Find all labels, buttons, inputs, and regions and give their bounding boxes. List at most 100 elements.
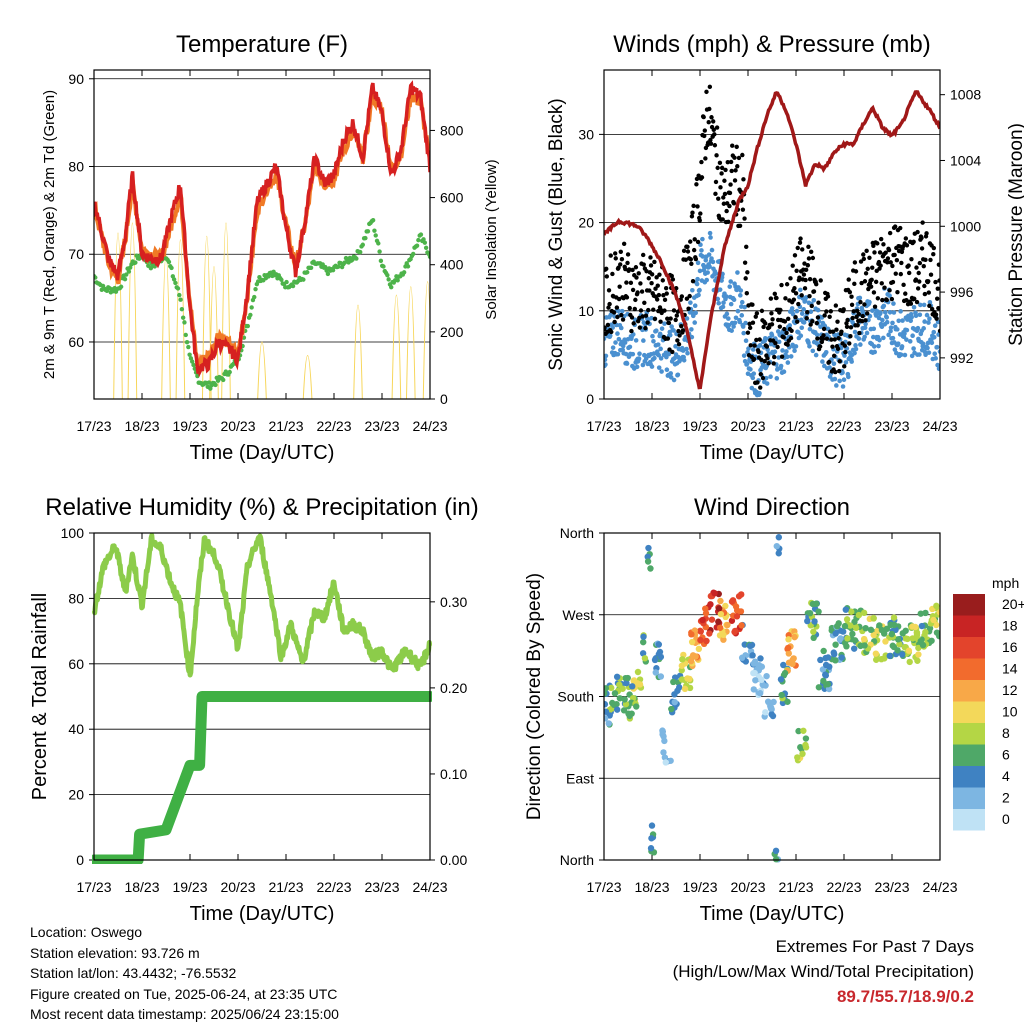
gust-point (754, 337, 759, 343)
winds-pressure-panel: Winds (mph) & Pressure (mb) Time (Day/UTC… (546, 31, 1024, 464)
sonic-wind-point (890, 320, 895, 326)
direction-point (678, 676, 686, 683)
sonic-wind-point (668, 371, 674, 376)
gust-point (686, 306, 691, 311)
gust-point (619, 312, 624, 318)
dewpoint-point (171, 277, 177, 282)
direction-point (820, 647, 827, 655)
gust-point (858, 299, 863, 305)
gust-point (879, 281, 884, 286)
gust-point (716, 196, 721, 201)
gust-point (689, 261, 694, 266)
sonic-wind-point (651, 338, 656, 344)
sonic-wind-point (794, 308, 800, 314)
gust-point (758, 371, 763, 377)
sonic-wind-point (735, 308, 741, 314)
direction-point (715, 618, 722, 625)
direction-point (687, 657, 695, 665)
sonic-wind-point (705, 270, 710, 275)
sonic-wind-point (801, 320, 807, 325)
plot-frame (93, 532, 431, 861)
gust-point (727, 203, 732, 209)
x-tick-label: 20/23 (220, 879, 255, 895)
sonic-wind-point (627, 344, 633, 350)
dewpoint-point (401, 270, 407, 275)
sonic-wind-point (690, 287, 695, 293)
direction-point (647, 845, 655, 852)
y-tick-label: West (562, 607, 594, 623)
direction-point (762, 709, 769, 716)
x-tick-label: 19/23 (682, 879, 717, 895)
sonic-wind-point (707, 230, 713, 236)
gust-point (861, 256, 867, 262)
sonic-wind-point (671, 328, 676, 333)
sonic-wind-point (640, 362, 646, 368)
extremes-subheading: (High/Low/Max Wind/Total Precipitation) (672, 962, 974, 981)
sonic-wind-point (739, 313, 745, 318)
gust-point (706, 120, 711, 125)
gust-point (697, 218, 702, 223)
gust-point (627, 267, 632, 272)
gust-point (854, 308, 860, 313)
gust-point (759, 357, 764, 362)
direction-point (630, 677, 638, 684)
gust-point (729, 168, 734, 174)
sonic-wind-point (703, 257, 709, 263)
direction-point (843, 616, 851, 623)
dewpoint-point (378, 258, 384, 264)
gust-point (625, 252, 631, 257)
direction-point (889, 642, 896, 649)
dewpoint-point (385, 272, 390, 278)
gust-point (808, 322, 813, 327)
sonic-wind-point (741, 330, 746, 336)
x-tick-label: 19/23 (172, 418, 207, 434)
direction-point (750, 660, 758, 667)
sonic-wind-point (904, 337, 909, 342)
direction-point (822, 671, 829, 678)
gust-point (924, 231, 929, 236)
gust-point (747, 325, 753, 331)
direction-point (641, 655, 649, 662)
direction-point (738, 654, 746, 661)
gust-point (793, 314, 798, 320)
gust-point (915, 229, 920, 235)
sonic-wind-point (902, 352, 908, 358)
direction-point (750, 686, 757, 693)
gust-point (827, 314, 832, 320)
gust-point (688, 239, 693, 244)
sonic-wind-point (659, 326, 665, 331)
gust-point (680, 328, 686, 333)
dewpoint-point (416, 237, 421, 243)
gust-point (648, 255, 653, 260)
sonic-wind-point (870, 334, 876, 340)
sonic-wind-point (656, 365, 662, 370)
gust-point (732, 178, 738, 183)
direction-point (838, 654, 845, 661)
gust-point (850, 315, 855, 321)
sonic-wind-point (881, 335, 886, 341)
sonic-wind-point (727, 284, 733, 289)
direction-point (623, 679, 630, 687)
direction-point (886, 652, 893, 660)
x-tick-label: 20/23 (730, 879, 765, 895)
gust-point (890, 263, 895, 269)
sonic-wind-point (811, 297, 817, 303)
sonic-wind-point (932, 351, 938, 357)
gust-point (810, 318, 815, 324)
x-tick-label: 21/23 (268, 879, 303, 895)
direction-point (696, 627, 704, 635)
gust-point (871, 290, 877, 295)
gust-point (862, 302, 867, 307)
gust-point (926, 279, 931, 284)
gust-point (652, 316, 658, 322)
gust-point (742, 260, 748, 265)
y-tick-label: 80 (68, 159, 84, 175)
gust-point (928, 257, 933, 263)
direction-point (894, 647, 901, 654)
gust-point (676, 342, 682, 347)
dewpoint-point (360, 242, 365, 247)
gust-point (660, 278, 665, 283)
x-tick-label: 22/23 (826, 879, 861, 895)
direction-point (909, 623, 916, 630)
